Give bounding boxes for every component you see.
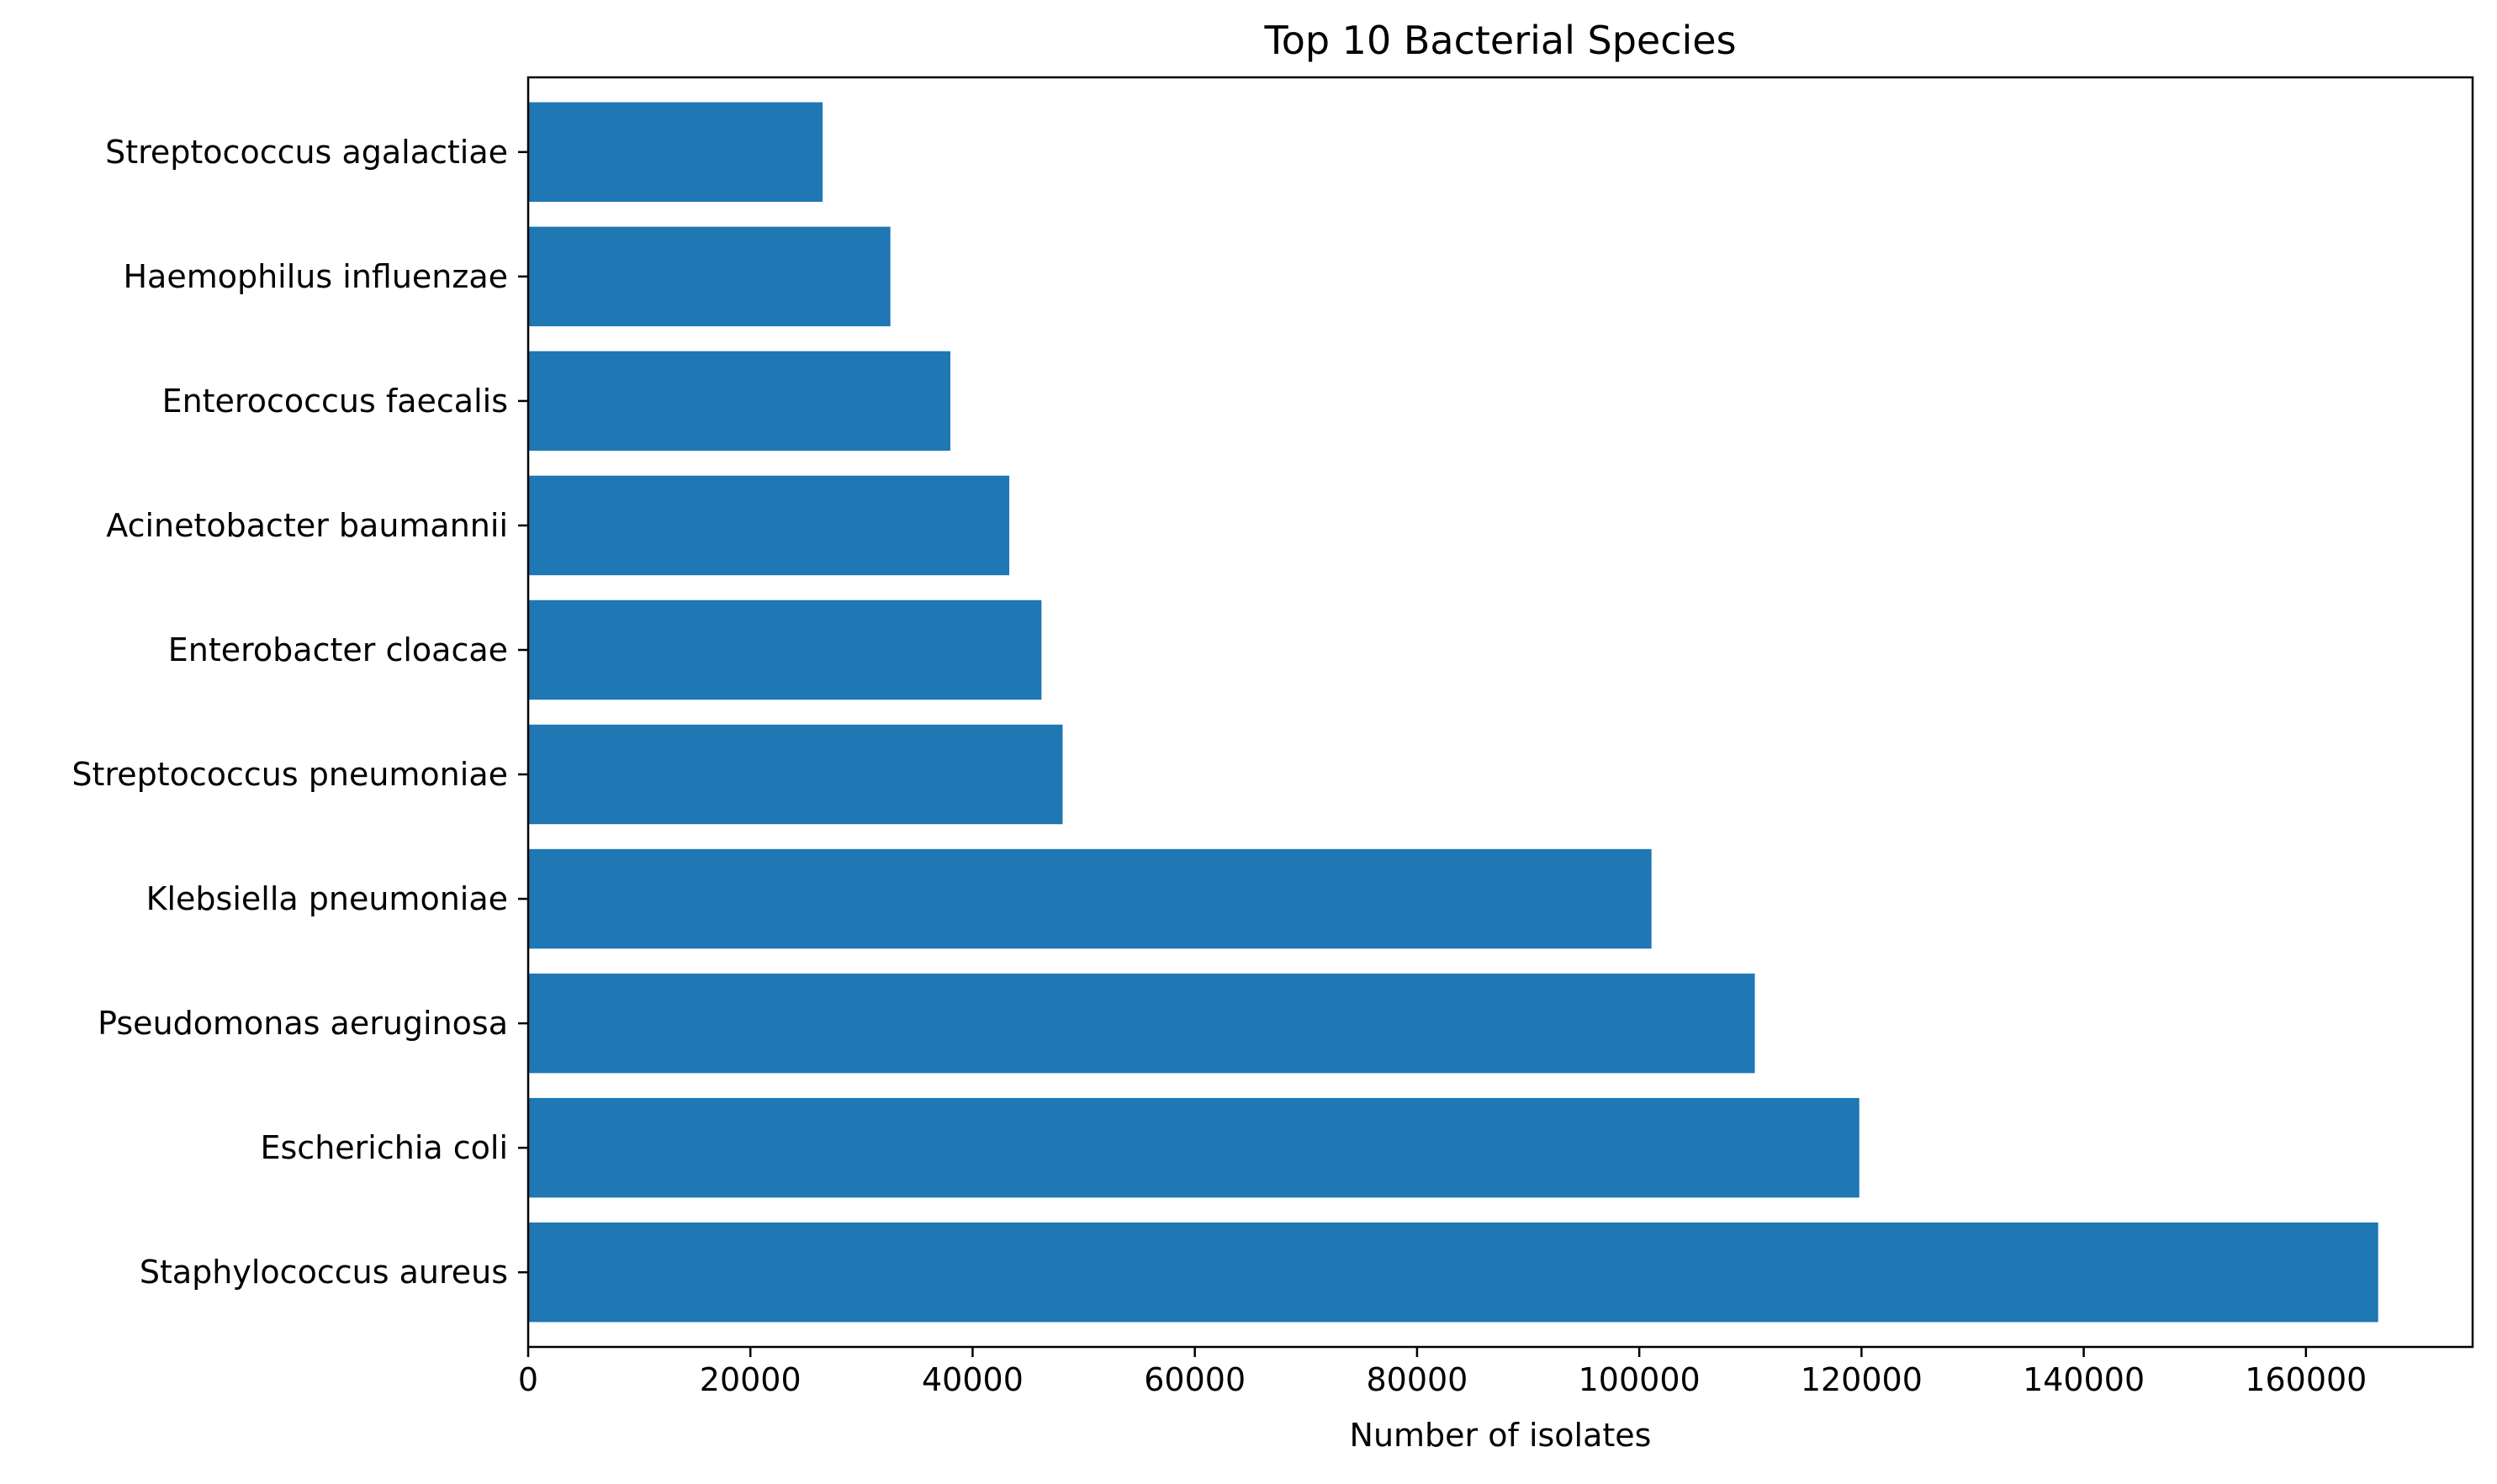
bar-staphylococcus-aureus	[528, 1222, 2378, 1323]
x-tick-label: 80000	[1366, 1361, 1468, 1398]
x-tick-label: 60000	[1144, 1361, 1246, 1398]
bar-enterobacter-cloacae	[528, 599, 1042, 700]
bar-enterococcus-faecalis	[528, 351, 951, 452]
y-tick-label: Klebsiella pneumoniae	[146, 880, 508, 917]
y-tick-label: Pseudomonas aeruginosa	[98, 1005, 508, 1042]
x-tick-label: 120000	[1801, 1361, 1923, 1398]
bar-klebsiella-pneumoniae	[528, 848, 1652, 949]
bar-acinetobacter-baumannii	[528, 475, 1010, 576]
y-tick-label: Streptococcus pneumoniae	[71, 756, 508, 793]
x-tick-label: 40000	[922, 1361, 1024, 1398]
plot-frame	[526, 76, 2474, 1349]
bar-escherichia-coli	[528, 1097, 1860, 1198]
y-tick-label: Escherichia coli	[261, 1129, 509, 1166]
x-tick-label: 0	[518, 1361, 538, 1398]
x-tick-label: 100000	[1579, 1361, 1701, 1398]
y-tick-label: Streptococcus agalactiae	[105, 134, 508, 171]
x-tick-label: 20000	[700, 1361, 801, 1398]
y-axis: Staphylococcus aureus Escherichia coli Pse…	[71, 134, 528, 1291]
bars-layer	[528, 102, 2378, 1323]
x-tick-label: 140000	[2023, 1361, 2145, 1398]
x-axis-title: Number of isolates	[1350, 1417, 1652, 1454]
x-axis: 0 20000 40000 60000 80000 100000 120000 140000 1…	[518, 1347, 2367, 1398]
bar-streptococcus-agalactiae	[528, 102, 823, 203]
chart-title: Top 10 Bacterial Species	[1263, 18, 1736, 63]
x-tick-label: 160000	[2245, 1361, 2367, 1398]
bar-haemophilus-influenzae	[528, 226, 891, 327]
bar-pseudomonas-aeruginosa	[528, 973, 1755, 1074]
bar-streptococcus-pneumoniae	[528, 724, 1063, 825]
y-tick-label: Acinetobacter baumannii	[106, 507, 508, 544]
y-tick-label: Enterococcus faecalis	[162, 383, 508, 420]
y-tick-label: Staphylococcus aureus	[140, 1254, 508, 1291]
y-tick-label: Enterobacter cloacae	[168, 631, 508, 668]
y-tick-label: Haemophilus influenzae	[123, 258, 508, 295]
